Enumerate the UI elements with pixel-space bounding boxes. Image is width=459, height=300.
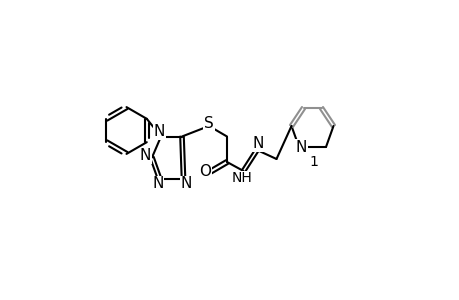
Text: O: O	[199, 164, 211, 179]
Text: N: N	[252, 136, 263, 152]
Text: N: N	[152, 176, 163, 191]
Text: N: N	[180, 176, 192, 191]
Text: N: N	[153, 124, 165, 140]
Text: NH: NH	[231, 172, 252, 185]
Text: 1: 1	[309, 155, 318, 169]
Text: S: S	[204, 116, 213, 130]
Text: N: N	[140, 148, 151, 164]
Text: N: N	[295, 140, 307, 154]
